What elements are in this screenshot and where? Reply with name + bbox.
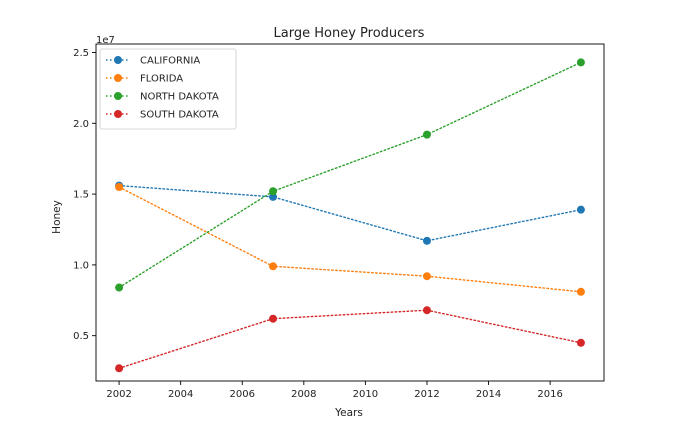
x-tick-label-2012: 2012 [414, 389, 439, 400]
data-point-florida-2002 [115, 183, 124, 192]
data-point-florida-2012 [422, 272, 431, 281]
legend-swatch-marker-california [114, 56, 122, 64]
data-point-south-dakota-2007 [269, 314, 278, 323]
y-tick-label-1.0: 1.0 [73, 260, 89, 271]
legend-swatch-marker-north-dakota [114, 92, 122, 100]
legend-label-south-dakota: SOUTH DAKOTA [140, 110, 219, 121]
y-axis-multiplier: 1e7 [96, 35, 115, 46]
legend-box [99, 48, 237, 130]
x-tick-label-2008: 2008 [291, 389, 316, 400]
x-tick-label-2006: 2006 [230, 389, 255, 400]
x-tick-label-2014: 2014 [476, 389, 501, 400]
legend-swatch-marker-south-dakota [114, 110, 122, 118]
data-point-florida-2017 [576, 287, 585, 296]
y-tick-label-2.5: 2.5 [73, 48, 89, 59]
y-axis-label: Honey [51, 200, 63, 234]
data-point-north-dakota-2017 [576, 58, 585, 67]
x-tick-label-2010: 2010 [353, 389, 378, 400]
data-point-north-dakota-2002 [115, 283, 124, 292]
plot-frame [95, 43, 605, 382]
x-tick-label-2002: 2002 [106, 389, 131, 400]
x-tick-label-2004: 2004 [168, 389, 193, 400]
legend-label-california: CALIFORNIA [140, 56, 200, 67]
data-point-south-dakota-2017 [576, 338, 585, 347]
x-axis-label: Years [334, 407, 363, 419]
series-line-california [118, 184, 582, 242]
series-line-north-dakota [118, 61, 582, 289]
series-line-south-dakota [118, 309, 582, 369]
series-line-florida [118, 186, 582, 293]
legend-swatch-marker-florida [114, 74, 122, 82]
data-point-north-dakota-2007 [269, 187, 278, 196]
x-tick-label-2016: 2016 [537, 389, 562, 400]
y-tick-label-1.5: 1.5 [73, 190, 89, 201]
chart-title: Large Honey Producers [274, 26, 425, 41]
y-tick-label-0.5: 0.5 [73, 331, 89, 342]
y-tick-label-2.0: 2.0 [73, 119, 89, 130]
data-point-california-2012 [422, 236, 431, 245]
legend-label-florida: FLORIDA [140, 74, 183, 85]
data-point-south-dakota-2012 [422, 306, 431, 315]
data-point-california-2017 [576, 205, 585, 214]
data-point-north-dakota-2012 [422, 130, 431, 139]
data-point-california-2007 [269, 192, 278, 201]
data-point-south-dakota-2002 [115, 364, 124, 373]
data-point-florida-2007 [269, 262, 278, 271]
legend-label-north-dakota: NORTH DAKOTA [140, 92, 219, 103]
